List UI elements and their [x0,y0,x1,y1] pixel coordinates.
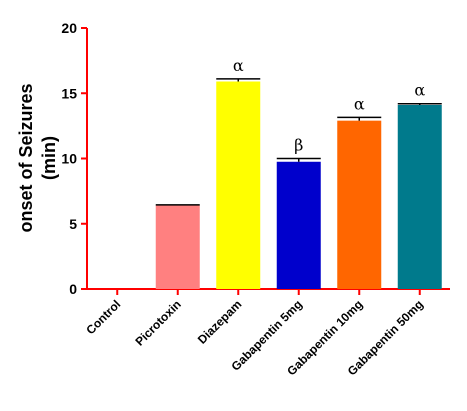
y-tick-label: 0 [69,281,77,297]
y-axis-title: onset of Seizures (min) [16,83,59,232]
y-tick-label: 20 [61,20,77,36]
bar [397,104,442,290]
y-tick-label: 5 [69,216,77,232]
axes: 0 5 10 15 20 [61,20,450,297]
category-label: Picrotoxin [132,297,183,348]
significance-annotation: α [414,81,425,100]
bar [216,81,261,289]
category-label: Control [83,297,123,337]
bar [155,205,200,289]
y-tick-label: 15 [61,85,77,101]
significance-annotation: α [354,94,365,113]
category-label: Diazepam [195,297,245,347]
y-tick-label: 10 [61,151,77,167]
significance-annotation: β [294,136,303,155]
bar [276,161,321,289]
y-axis-label-line-1: onset of Seizures [16,83,36,232]
bars: α β α α [155,56,442,290]
bar [337,120,382,289]
significance-annotation: α [233,56,244,75]
y-axis-label-line-2: (min) [39,136,59,180]
